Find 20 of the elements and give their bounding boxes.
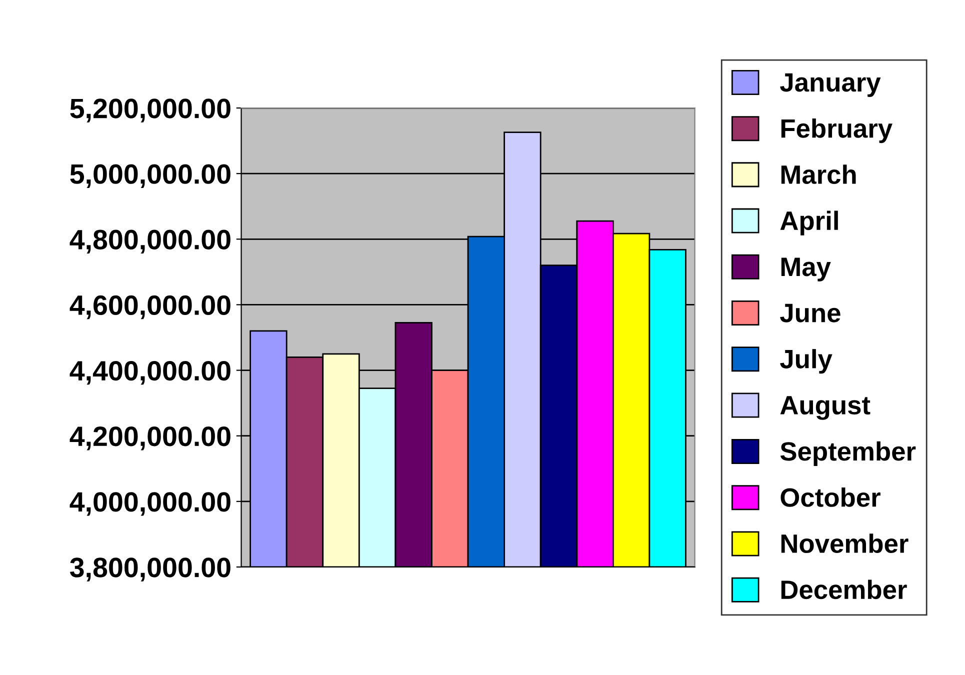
legend-label: December [781,580,907,600]
y-tick-label: 5,000,000.00 [70,164,230,188]
legend-label: August [780,396,870,420]
y-tick-label: 4,600,000.00 [70,295,230,320]
legend-label: March [781,164,856,184]
legend-label: February [781,118,892,144]
y-tick-label: 5,200,000.00 [70,98,230,122]
y-tick-label: 4,800,000.00 [70,230,230,254]
legend-label: June [780,304,840,322]
legend-label: January [780,73,881,97]
y-tick-label: 4,200,000.00 [70,426,230,450]
legend-label: April [780,210,838,236]
y-tick-label: 4,000,000.00 [70,492,230,516]
y-tick-label: 4,400,000.00 [70,360,230,385]
legend-label: November [781,534,908,554]
legend-label: May [781,258,831,282]
y-tick-label: 3,800,000.00 [70,558,230,582]
legend-label: September [780,441,916,466]
legend-label: October [780,488,880,507]
legend-label: July [780,349,832,374]
